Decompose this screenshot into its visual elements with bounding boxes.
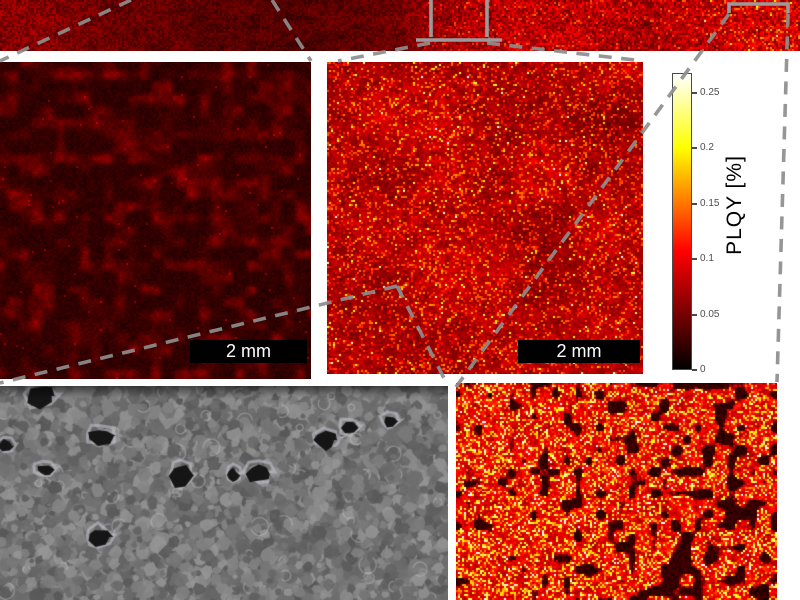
scalebar-left-label: 2 mm bbox=[226, 341, 271, 361]
sem-micrograph-image bbox=[0, 386, 448, 600]
plqy-map-dark-region-image bbox=[0, 62, 311, 379]
colorbar-tick-label: 0.05 bbox=[700, 308, 720, 320]
colorbar-tick-label: 0.15 bbox=[700, 197, 720, 209]
plqy-map-bright-region-image bbox=[327, 62, 643, 374]
scalebar-center: 2 mm bbox=[518, 340, 640, 363]
plqy-colorbar bbox=[672, 73, 692, 370]
colorbar-tick-label: 0.1 bbox=[700, 253, 714, 265]
colorbar-tick bbox=[692, 313, 697, 316]
connector-right-panel-b bbox=[775, 13, 790, 383]
colorbar-tick bbox=[692, 202, 697, 205]
colorbar-tick bbox=[692, 91, 697, 94]
scalebar-center-label: 2 mm bbox=[556, 341, 602, 361]
scalebar-left: 2 mm bbox=[190, 340, 307, 363]
plqy-overview-strip-image bbox=[0, 0, 800, 51]
colorbar-tick-label: 0.2 bbox=[700, 142, 714, 154]
colorbar-tick bbox=[692, 369, 697, 371]
plqy-map-zoom-detail-image bbox=[456, 383, 777, 600]
colorbar-tick-label: 0 bbox=[700, 364, 706, 375]
colorbar-tick bbox=[692, 147, 697, 150]
colorbar-tick bbox=[692, 258, 697, 261]
colorbar-tick-label: 0.25 bbox=[700, 86, 720, 98]
colorbar-axis-label: PLQY [%] bbox=[723, 155, 746, 255]
